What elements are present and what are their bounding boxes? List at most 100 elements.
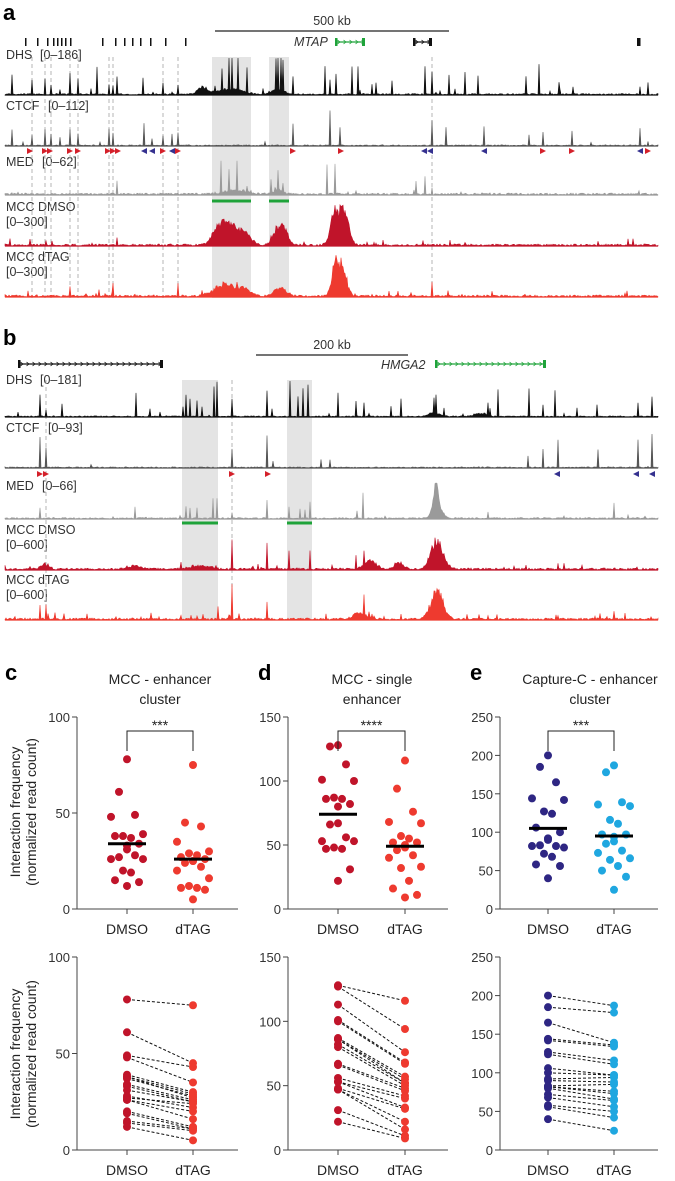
paired-line: [337, 984, 406, 1002]
signal-track-mcc-dmso: [4, 537, 659, 571]
scatter-plot-c: 0 50 100 DMSO dTAG ***: [48, 710, 238, 937]
data-point-dmso: [532, 860, 540, 869]
paired-line: [547, 1022, 615, 1044]
gene-strand-chevron: [128, 361, 132, 367]
data-point-dtag: [618, 846, 626, 855]
data-point-dmso: [107, 855, 115, 864]
paired-plot-d: 0 50 100 150 DMSO dTAG: [259, 950, 448, 1178]
significance-stars: ***: [573, 717, 590, 733]
y-tick-label: 50: [267, 838, 281, 853]
data-point-dmso: [544, 1018, 552, 1027]
paired-line: [337, 986, 406, 1030]
scatter-plot-d: 0 50 100 150 DMSO dTAG ****: [259, 710, 448, 937]
y-tick-label: 0: [486, 902, 493, 917]
ctcf-forward-arrow-icon: [110, 148, 116, 154]
gene-strand-chevron: [74, 361, 78, 367]
signal-track-med: [4, 482, 659, 520]
ctcf-reverse-arrow-icon: [427, 148, 433, 154]
gene-strand-chevron: [461, 361, 465, 367]
paired-line: [126, 1095, 194, 1109]
scale-bar-label-a: 500 kb: [313, 14, 351, 28]
gene-exon: [57, 38, 59, 46]
paired-line: [547, 1086, 615, 1092]
data-point-dmso: [123, 881, 131, 890]
paired-line: [126, 1126, 194, 1141]
paired-line: [337, 1121, 406, 1139]
data-point-dmso: [334, 1077, 342, 1086]
gene-exon: [47, 38, 49, 46]
data-point-dmso: [322, 794, 330, 803]
paired-line: [547, 1080, 615, 1083]
significance-stars: ***: [152, 717, 169, 733]
data-point-dtag: [205, 847, 213, 856]
paired-line: [547, 1053, 615, 1065]
gene-exon: [140, 38, 142, 46]
paired-line: [126, 1099, 194, 1112]
paired-line: [126, 1099, 194, 1120]
data-point-dtag: [610, 1042, 618, 1051]
ctcf-forward-arrow-icon: [105, 148, 111, 154]
paired-line: [126, 1120, 194, 1130]
data-point-dtag: [610, 1113, 618, 1122]
y-tick-label: 150: [471, 1027, 493, 1042]
data-point-dmso: [556, 828, 564, 837]
data-point-dtag: [385, 817, 393, 826]
data-point-dtag: [610, 1107, 618, 1116]
x-tick-label: DMSO: [527, 1162, 569, 1178]
y-tick-label: 100: [471, 825, 493, 840]
y-tick-label: 150: [259, 950, 281, 965]
track-label: DHS: [6, 48, 32, 62]
gene-exon: [413, 38, 416, 46]
paired-line: [547, 1039, 615, 1048]
data-point-dmso: [544, 991, 552, 1000]
data-point-dtag: [594, 848, 602, 857]
data-point-dtag: [598, 866, 606, 875]
gene-exon: [165, 38, 167, 46]
gene-strand-chevron: [38, 361, 42, 367]
data-point-dtag: [173, 837, 181, 846]
signal-track-mcc-dmso: [4, 204, 659, 247]
y-tick-label: 150: [259, 710, 281, 725]
data-point-dtag: [189, 1063, 197, 1072]
x-tick-label: dTAG: [596, 1162, 632, 1178]
y-tick-label: 100: [48, 710, 70, 725]
data-point-dtag: [205, 874, 213, 883]
gene-strand-chevron: [467, 361, 471, 367]
data-point-dtag: [610, 1096, 618, 1105]
data-point-dmso: [346, 800, 354, 809]
gene-strand-chevron: [134, 361, 138, 367]
paired-line: [547, 1083, 615, 1087]
gene-strand-chevron: [146, 361, 150, 367]
paired-line: [337, 1063, 406, 1089]
data-point-dtag: [417, 819, 425, 828]
ctcf-reverse-arrow-icon: [649, 471, 655, 477]
y-tick-label: 100: [48, 950, 70, 965]
paired-line: [337, 1038, 406, 1084]
data-point-dtag: [189, 1126, 197, 1135]
data-point-dmso: [139, 830, 147, 839]
data-point-dmso: [119, 832, 127, 841]
data-point-dmso: [544, 835, 552, 844]
data-point-dtag: [614, 861, 622, 870]
data-point-dtag: [610, 761, 618, 770]
data-point-dmso: [326, 742, 334, 751]
gene-exon: [65, 38, 67, 46]
signal-track-dhs: [4, 380, 659, 418]
plot-title: cluster: [569, 691, 611, 707]
ctcf-reverse-arrow-icon: [633, 471, 639, 477]
track-label: CTCF: [6, 421, 40, 435]
x-tick-label: dTAG: [387, 921, 423, 937]
data-point-dmso: [123, 1095, 131, 1104]
data-point-dtag: [413, 838, 421, 847]
data-point-dtag: [409, 807, 417, 816]
data-point-dtag: [413, 890, 421, 899]
data-point-dmso: [334, 1106, 342, 1115]
ctcf-forward-arrow-icon: [569, 148, 575, 154]
data-point-dtag: [409, 851, 417, 860]
gene-strand-chevron: [443, 361, 447, 367]
data-point-dmso: [334, 1017, 342, 1026]
panel-letter-c: c: [5, 660, 17, 685]
data-point-dmso: [342, 760, 350, 769]
paired-line: [337, 1004, 406, 1053]
